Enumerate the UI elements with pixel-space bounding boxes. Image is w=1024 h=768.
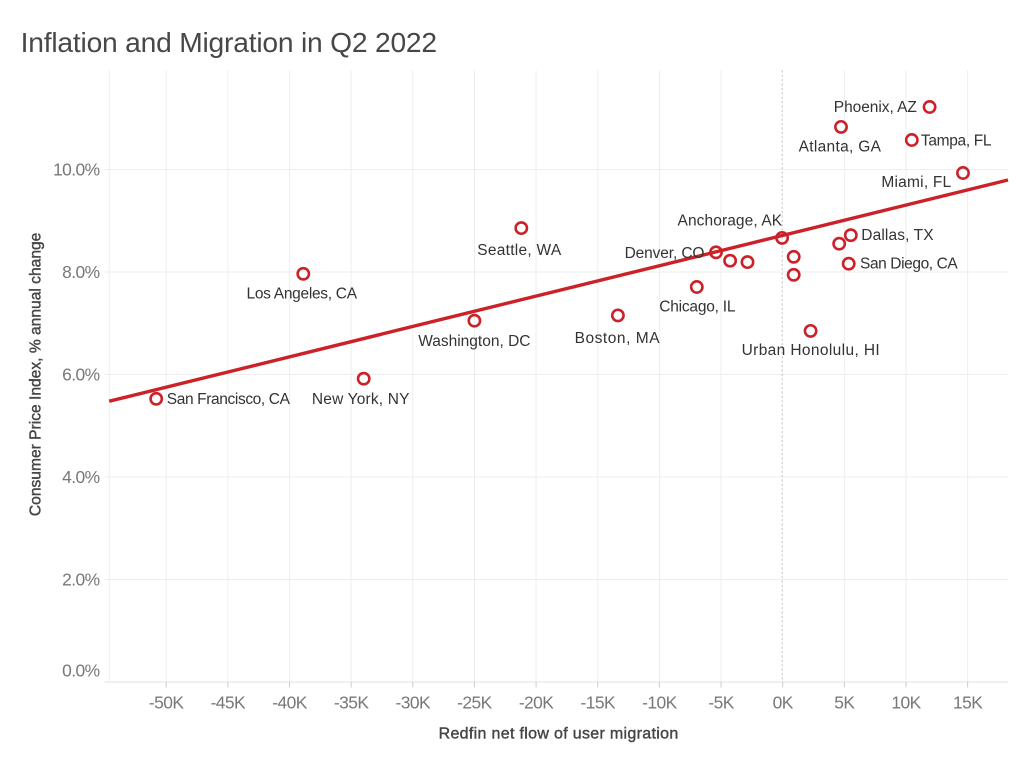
svg-text:Consumer Price Index, % annual: Consumer Price Index, % annual change	[28, 233, 45, 516]
svg-text:15K: 15K	[953, 693, 983, 713]
svg-text:Miami, FL: Miami, FL	[881, 174, 951, 191]
svg-text:0.0%: 0.0%	[62, 661, 100, 681]
svg-text:4.0%: 4.0%	[62, 467, 100, 487]
svg-text:6.0%: 6.0%	[62, 365, 100, 385]
svg-text:Denver, CO: Denver, CO	[625, 245, 705, 262]
svg-text:-10K: -10K	[642, 693, 677, 713]
svg-text:10.0%: 10.0%	[53, 160, 100, 180]
svg-text:-25K: -25K	[457, 693, 492, 713]
svg-text:-5K: -5K	[708, 693, 734, 713]
svg-text:Phoenix, AZ: Phoenix, AZ	[834, 99, 917, 116]
svg-text:Urban Honolulu, HI: Urban Honolulu, HI	[742, 342, 880, 359]
svg-text:Washington, DC: Washington, DC	[418, 333, 530, 350]
svg-text:Chicago, IL: Chicago, IL	[659, 299, 736, 316]
svg-text:0K: 0K	[773, 693, 794, 713]
svg-text:-15K: -15K	[580, 693, 615, 713]
svg-text:-20K: -20K	[519, 693, 554, 713]
svg-text:5K: 5K	[834, 693, 855, 713]
svg-text:10K: 10K	[891, 693, 921, 713]
svg-text:San Diego, CA: San Diego, CA	[860, 256, 958, 273]
svg-text:-45K: -45K	[211, 693, 246, 713]
svg-text:-35K: -35K	[334, 693, 369, 713]
svg-text:2.0%: 2.0%	[62, 570, 100, 590]
svg-text:Anchorage, AK: Anchorage, AK	[678, 213, 783, 230]
svg-text:Redfin net flow of user migrat: Redfin net flow of user migration	[439, 725, 679, 742]
svg-text:8.0%: 8.0%	[62, 262, 100, 282]
svg-text:Atlanta, GA: Atlanta, GA	[799, 138, 882, 155]
svg-text:New York, NY: New York, NY	[312, 391, 410, 408]
svg-text:Dallas, TX: Dallas, TX	[861, 227, 934, 244]
svg-text:Boston, MA: Boston, MA	[575, 330, 661, 347]
svg-text:-50K: -50K	[149, 693, 184, 713]
svg-text:Seattle, WA: Seattle, WA	[477, 242, 562, 259]
svg-text:San Francisco, CA: San Francisco, CA	[167, 391, 291, 408]
svg-text:-40K: -40K	[272, 693, 307, 713]
svg-text:Tampa, FL: Tampa, FL	[921, 133, 992, 150]
svg-text:Inflation and Migration in Q2: Inflation and Migration in Q2 2022	[21, 26, 437, 58]
svg-text:-30K: -30K	[396, 693, 431, 713]
svg-text:Los Angeles, CA: Los Angeles, CA	[247, 285, 358, 302]
